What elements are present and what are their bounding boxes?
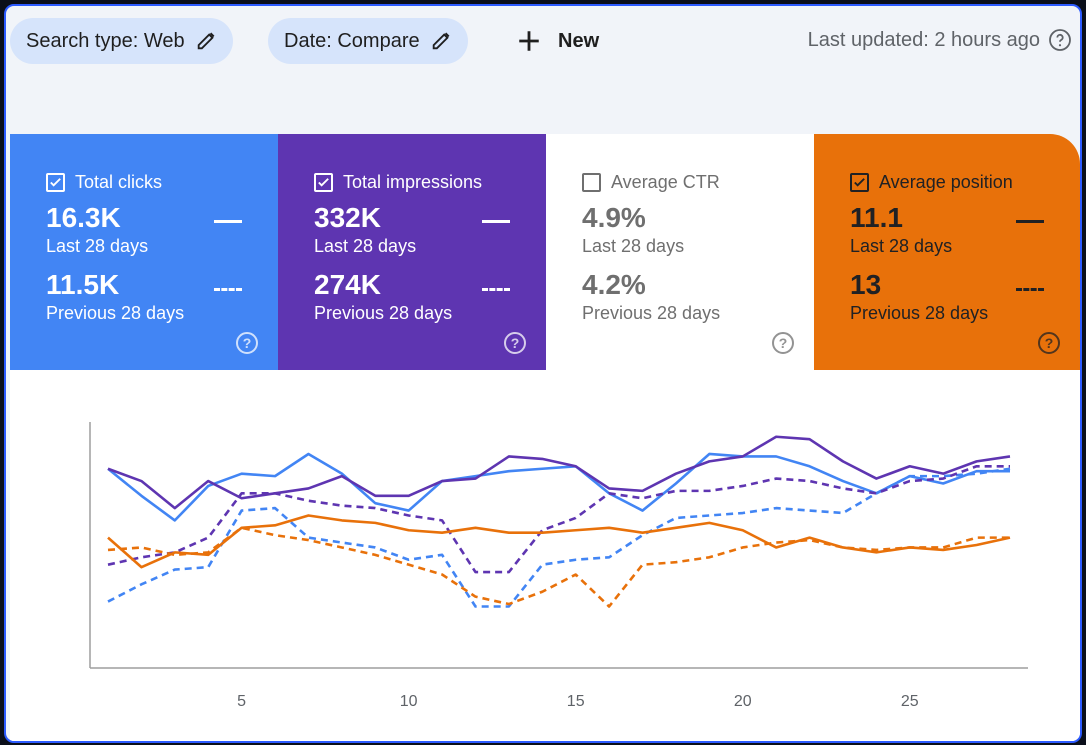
total-impressions-card[interactable]: Total impressions 332K Last 28 days 274K… <box>278 134 546 370</box>
current-value: 332K <box>314 202 381 233</box>
last-updated-status: Last updated: 2 hours ago <box>808 28 1072 52</box>
previous-value: 4.2% <box>582 269 646 300</box>
pencil-icon[interactable] <box>195 30 217 52</box>
solid-line-legend-icon <box>214 220 242 223</box>
help-icon[interactable]: ? <box>1038 332 1060 354</box>
impr-previous-series-line[interactable] <box>107 464 1010 574</box>
average-position-card[interactable]: Average position 11.1 Last 28 days 13 Pr… <box>814 134 1080 370</box>
performance-chart[interactable]: 5 10 15 20 25 <box>10 370 1080 741</box>
total-clicks-card[interactable]: Total clicks 16.3K Last 28 days 11.5K Pr… <box>10 134 278 370</box>
current-period: Last 28 days <box>46 236 149 256</box>
help-icon[interactable]: ? <box>772 332 794 354</box>
new-filter-label: New <box>558 29 600 52</box>
line-chart-svg: 5 10 15 20 25 <box>89 422 1028 710</box>
last-updated-text: Last updated: 2 hours ago <box>807 28 1040 51</box>
date-filter-label: Date: Compare <box>284 29 420 52</box>
pencil-icon[interactable] <box>430 30 452 52</box>
x-tick-label: 15 <box>567 693 585 710</box>
search-type-filter-chip[interactable]: Search type: Web <box>10 18 233 64</box>
search-type-label: Search type: Web <box>26 29 185 52</box>
previous-period: Previous 28 days <box>46 303 185 323</box>
solid-line-legend-icon <box>1016 220 1044 223</box>
plus-icon <box>516 28 542 54</box>
dashed-line-legend-icon <box>1016 288 1044 291</box>
help-icon[interactable]: ? <box>236 332 258 354</box>
card-title: Total clicks <box>75 171 163 192</box>
solid-line-legend-icon <box>482 220 510 223</box>
current-period: Last 28 days <box>850 236 953 256</box>
previous-period: Previous 28 days <box>850 303 989 323</box>
x-tick-label: 10 <box>400 693 418 710</box>
dashed-line-legend-icon <box>482 288 510 291</box>
previous-value: 274K <box>314 269 381 300</box>
previous-value: 13 <box>850 269 882 300</box>
clicks-previous-series-line[interactable] <box>107 467 1011 608</box>
clicks-current-series-line[interactable] <box>107 452 1010 522</box>
current-value: 11.1 <box>850 202 903 233</box>
metric-cards: Total clicks 16.3K Last 28 days 11.5K Pr… <box>10 134 1080 370</box>
card-title: Average position <box>879 171 1013 192</box>
date-filter-chip[interactable]: Date: Compare <box>268 18 468 64</box>
checkbox-unchecked-icon[interactable] <box>582 172 601 192</box>
checkbox-checked-icon[interactable] <box>46 172 65 192</box>
pos-previous-series-line[interactable] <box>107 526 1010 608</box>
help-icon[interactable]: ? <box>504 332 526 354</box>
checkbox-checked-icon[interactable] <box>314 172 333 192</box>
previous-period: Previous 28 days <box>314 303 453 323</box>
checkbox-checked-icon[interactable] <box>850 172 869 192</box>
card-title: Total impressions <box>343 171 483 192</box>
impr-current-series-line[interactable] <box>107 435 1011 510</box>
average-ctr-card[interactable]: Average CTR 4.9% Last 28 days 4.2% Previ… <box>546 134 814 370</box>
help-icon[interactable] <box>1048 28 1072 52</box>
current-value: 16.3K <box>46 202 121 233</box>
new-filter-button[interactable]: New <box>516 18 599 64</box>
card-title: Average CTR <box>611 171 720 192</box>
current-period: Last 28 days <box>314 236 417 256</box>
x-tick-label: 20 <box>734 693 752 710</box>
previous-value: 11.5K <box>46 269 120 300</box>
search-console-performance-panel: Search type: Web Date: Compare New Last … <box>4 4 1082 743</box>
x-tick-label: 25 <box>901 693 919 710</box>
current-period: Last 28 days <box>582 236 685 256</box>
x-tick-label: 5 <box>237 693 246 710</box>
previous-period: Previous 28 days <box>582 303 721 323</box>
current-value: 4.9% <box>582 202 646 233</box>
dashed-line-legend-icon <box>214 288 242 291</box>
